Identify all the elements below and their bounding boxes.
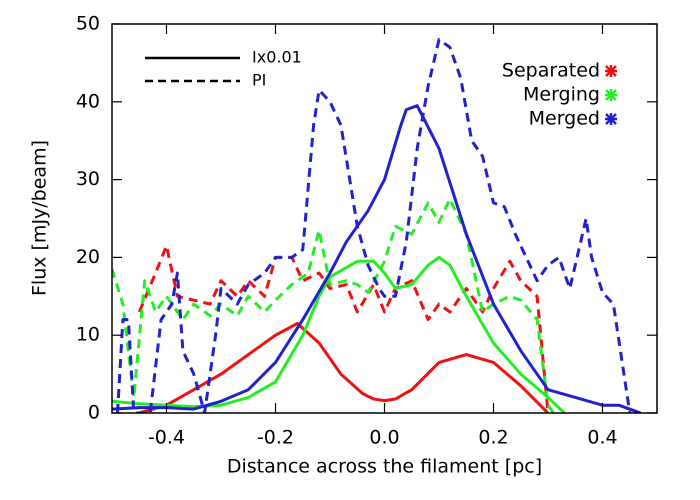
y-axis-label: Flux [mJy/beam] [29,140,51,296]
legend-label: Separated [502,60,600,82]
plot-frame [111,23,658,414]
plot-lines [112,38,642,413]
y-tick-label: 50 [76,13,100,35]
legend-marker [605,113,617,125]
legend-label: Ix0.01 [252,48,302,67]
intensity-line [138,322,550,413]
x-tick-label: -0.4 [148,427,185,449]
intensity-line [112,104,642,413]
pi-line [112,197,555,413]
legend-marker [605,89,617,101]
pi-line [116,38,632,413]
x-tick-label: -0.2 [257,427,294,449]
pi-line [137,244,550,413]
legend-label: PI [252,71,266,90]
y-tick-label: 0 [88,402,100,424]
y-tick-label: 40 [76,90,100,112]
legend-marker [605,65,617,77]
legend-label: Merging [523,84,600,106]
intensity-line [112,255,566,413]
x-tick-label: 0.2 [478,427,508,449]
y-tick-label: 20 [76,246,100,268]
x-axis-label: Distance across the filament [pc] [227,456,542,478]
legend-label: Merged [529,108,600,130]
x-tick-label: 0.4 [587,427,617,449]
y-tick-label: 30 [76,168,100,190]
y-tick-label: 10 [76,324,100,346]
x-tick-label: 0.0 [369,427,399,449]
